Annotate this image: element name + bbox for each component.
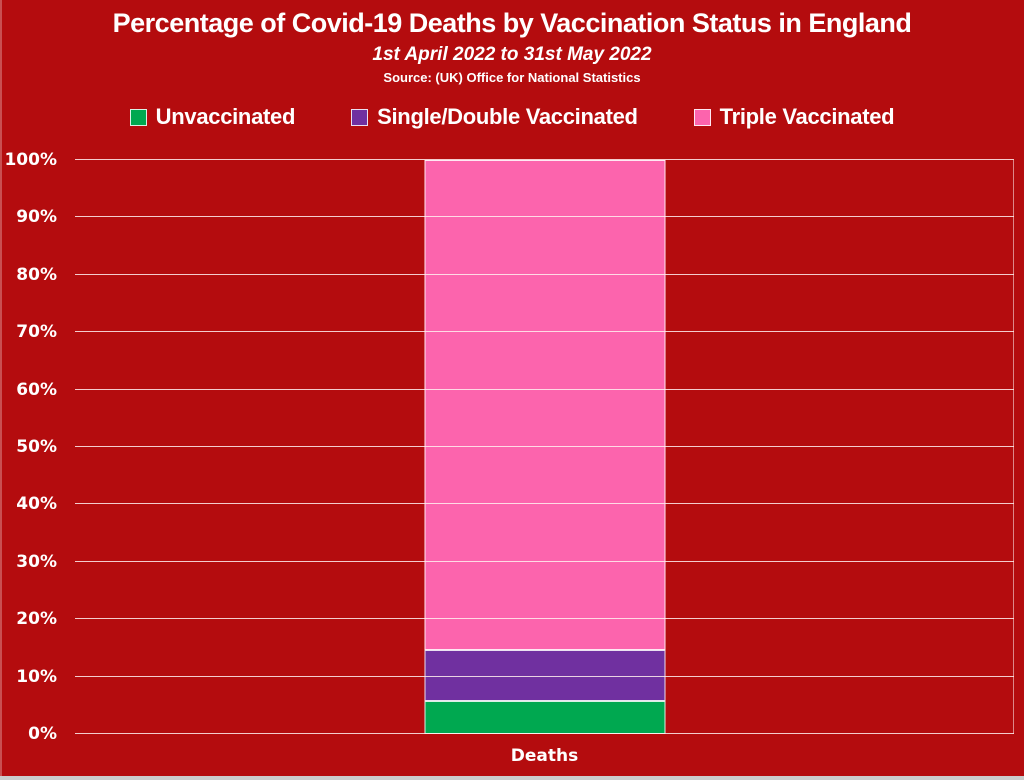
gridline [75, 388, 1014, 390]
chart-source: Source: (UK) Office for National Statist… [383, 70, 641, 85]
chart-subtitle: 1st April 2022 to 31st May 2022 [372, 44, 652, 65]
gridline [75, 216, 1014, 218]
x-axis-label: Deaths [510, 746, 579, 766]
bar-segment-triple-vaccinated [424, 160, 665, 651]
y-axis: 0% 10% 20% 30% 40% 50% 60% 70% 80% 90% 100% [0, 0, 57, 780]
y-tick-label: 90% [16, 207, 57, 228]
gridline [75, 675, 1014, 677]
chart-title: Percentage of Covid-19 Deaths by Vaccina… [112, 8, 912, 38]
y-tick-label: 40% [16, 494, 57, 515]
window-bottom-edge [0, 776, 1024, 780]
y-tick-label: 0% [28, 724, 57, 744]
gridline [75, 560, 1014, 562]
legend-item-triple-vaccinated: Triple Vaccinated [693, 104, 895, 130]
legend-item-single-double-vaccinated: Single/Double Vaccinated [351, 104, 638, 130]
legend-label: Single/Double Vaccinated [377, 104, 638, 129]
y-tick-label: 60% [16, 379, 57, 400]
y-tick-label: 30% [16, 551, 57, 572]
y-tick-label: 50% [16, 437, 57, 457]
y-tick-label: 70% [16, 322, 57, 343]
legend-swatch-icon [129, 108, 147, 126]
gridline [75, 331, 1014, 333]
stacked-bar-deaths [424, 160, 665, 734]
y-tick-label: 10% [16, 666, 57, 687]
gridline [75, 618, 1014, 620]
gridline [75, 159, 1014, 160]
y-tick-label: 80% [16, 264, 57, 285]
legend-swatch-icon [351, 108, 369, 126]
gridline [75, 733, 1014, 734]
y-tick-label: 20% [16, 609, 57, 630]
window-left-edge [0, 0, 2, 776]
legend: Unvaccinated Single/Double Vaccinated Tr… [0, 104, 1024, 130]
legend-swatch-icon [693, 108, 711, 126]
gridline [75, 446, 1014, 447]
plot-area [75, 159, 1014, 734]
bar-segment-unvaccinated [424, 700, 665, 734]
gridline [75, 503, 1014, 505]
gridline [75, 273, 1014, 275]
legend-label: Triple Vaccinated [719, 104, 895, 129]
legend-label: Unvaccinated [155, 104, 296, 129]
chart-header: Percentage of Covid-19 Deaths by Vaccina… [0, 6, 1024, 86]
legend-item-unvaccinated: Unvaccinated [129, 104, 296, 130]
y-tick-label: 100% [4, 150, 57, 170]
bar-segment-single-double-vaccinated [424, 650, 665, 701]
plot-right-border [1013, 160, 1014, 734]
